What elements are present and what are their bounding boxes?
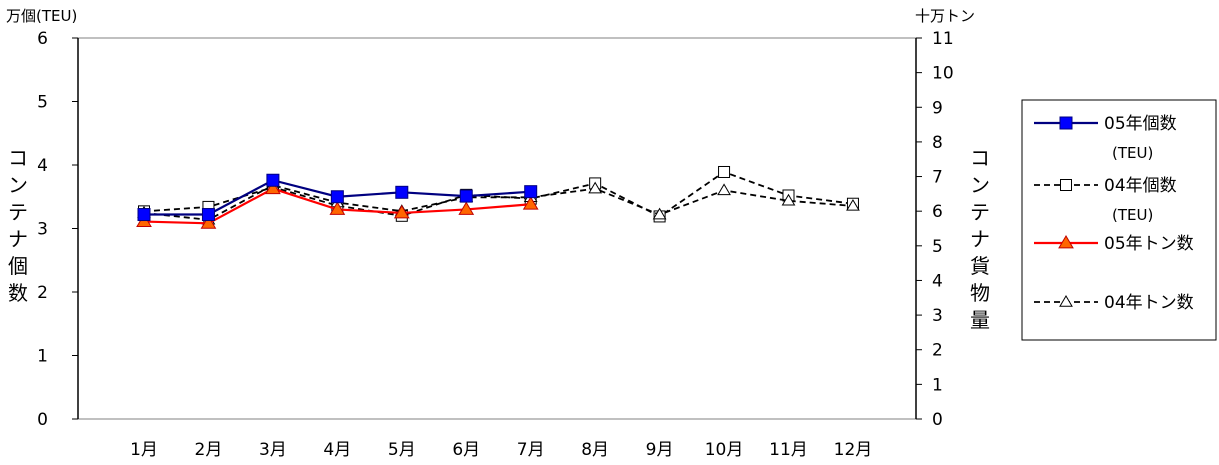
- series-line: [143, 170, 854, 218]
- series-point: [200, 215, 217, 229]
- legend-items: 05年個数 (TEU) 04年個数 (TEU) 05年トン数 04年トン数: [1034, 114, 1194, 313]
- legend-label: 05年個数: [1104, 114, 1177, 134]
- x-tick-label: 10月: [705, 440, 744, 460]
- right-tick-label: 9: [932, 98, 943, 118]
- left-axis-title-char: テ: [8, 200, 28, 224]
- right-axis-title-char: ン: [970, 173, 990, 197]
- right-axis-unit: 十万トン: [915, 7, 975, 25]
- right-axis-title-char: コ: [970, 146, 990, 170]
- series-point: [395, 185, 409, 199]
- series-point: [329, 201, 346, 215]
- right-axis-title-char: 貨: [970, 254, 990, 278]
- legend-label: 04年トン数: [1104, 293, 1194, 313]
- right-axis-title-char: ナ: [970, 227, 990, 251]
- x-tick-label: 7月: [517, 440, 545, 460]
- x-tick-label: 9月: [646, 440, 674, 460]
- legend-marker: [1059, 295, 1073, 307]
- series-point: [524, 185, 538, 199]
- series-layer: [136, 165, 860, 229]
- left-tick-label: 0: [37, 410, 48, 430]
- x-tick-label: 1月: [130, 440, 158, 460]
- x-tick-label: 4月: [323, 440, 351, 460]
- right-axis-title-char: 量: [970, 308, 990, 332]
- right-tick-label: 1: [932, 375, 943, 395]
- series-point: [330, 190, 344, 204]
- left-tick-label: 6: [37, 29, 48, 49]
- x-tick-label: 3月: [259, 440, 287, 460]
- legend: 05年個数 (TEU) 04年個数 (TEU) 05年トン数 04年トン数: [1021, 99, 1217, 341]
- legend-sublabel: (TEU): [1112, 206, 1153, 224]
- series-point: [781, 193, 796, 206]
- right-tick-label: 8: [932, 133, 943, 153]
- legend-label: 04年個数: [1104, 176, 1177, 196]
- series-point: [459, 189, 473, 203]
- series-point: [266, 173, 280, 187]
- x-tick-label: 5月: [388, 440, 416, 460]
- x-tick-label: 12月: [834, 440, 873, 460]
- left-axis-title-char: 個: [8, 254, 28, 278]
- right-tick-label: 2: [932, 341, 943, 361]
- right-tick-label: 3: [932, 306, 943, 326]
- right-tick-label: 0: [932, 410, 943, 430]
- right-axis-title-char: 物: [970, 281, 990, 305]
- left-tick-label: 4: [37, 156, 48, 176]
- series-point: [652, 207, 667, 220]
- right-tick-label: 5: [932, 237, 943, 257]
- series-point: [137, 208, 151, 222]
- legend-marker: [1060, 179, 1072, 191]
- right-tick-label: 7: [932, 168, 943, 188]
- left-axis-title-char: 数: [8, 281, 28, 305]
- legend-label: 05年トン数: [1104, 234, 1194, 254]
- series-point: [588, 181, 603, 194]
- left-tick-label: 1: [37, 347, 48, 367]
- series-point: [717, 183, 731, 196]
- x-tick-label: 2月: [195, 440, 223, 460]
- right-axis-title-char: テ: [970, 200, 990, 224]
- series-line: [143, 184, 854, 221]
- left-tick-label: 5: [37, 93, 48, 113]
- right-tick-label: 11: [932, 29, 954, 49]
- x-tick-label: 11月: [769, 440, 808, 460]
- right-tick-label: 4: [932, 271, 943, 291]
- left-axis-unit: 万個(TEU): [6, 7, 77, 25]
- plot-area: [77, 37, 917, 420]
- legend-sublabel: (TEU): [1112, 144, 1153, 162]
- legend-box: [1021, 99, 1217, 341]
- right-axis-ticks: 0 1 2 3 4 5 6 7 8 9 10 11: [916, 29, 954, 430]
- left-axis-ticks: 0 1 2 3 4 5 6: [37, 29, 78, 430]
- series-point: [718, 165, 731, 178]
- left-axis-title-char: コ: [8, 146, 28, 170]
- legend-marker: [1058, 235, 1074, 249]
- left-axis-title-char: ナ: [8, 227, 28, 251]
- series-point: [201, 208, 215, 222]
- legend-marker: [1059, 116, 1073, 130]
- left-axis-title-char: ン: [8, 173, 28, 197]
- series-point: [846, 199, 860, 211]
- series-0: [137, 173, 538, 222]
- left-tick-label: 3: [37, 220, 48, 240]
- x-axis-ticks: 1月 2月 3月 4月 5月 6月 7月 8月 9月 10月 11月 12月: [130, 440, 872, 460]
- x-tick-label: 8月: [581, 440, 609, 460]
- series-point: [393, 204, 410, 219]
- right-tick-label: 6: [932, 202, 943, 222]
- right-tick-label: 10: [932, 64, 954, 84]
- series-point: [265, 180, 281, 195]
- series-point: [458, 201, 475, 215]
- x-tick-label: 6月: [452, 440, 480, 460]
- series-2: [136, 180, 539, 229]
- series-point: [522, 196, 539, 210]
- left-tick-label: 2: [37, 283, 48, 303]
